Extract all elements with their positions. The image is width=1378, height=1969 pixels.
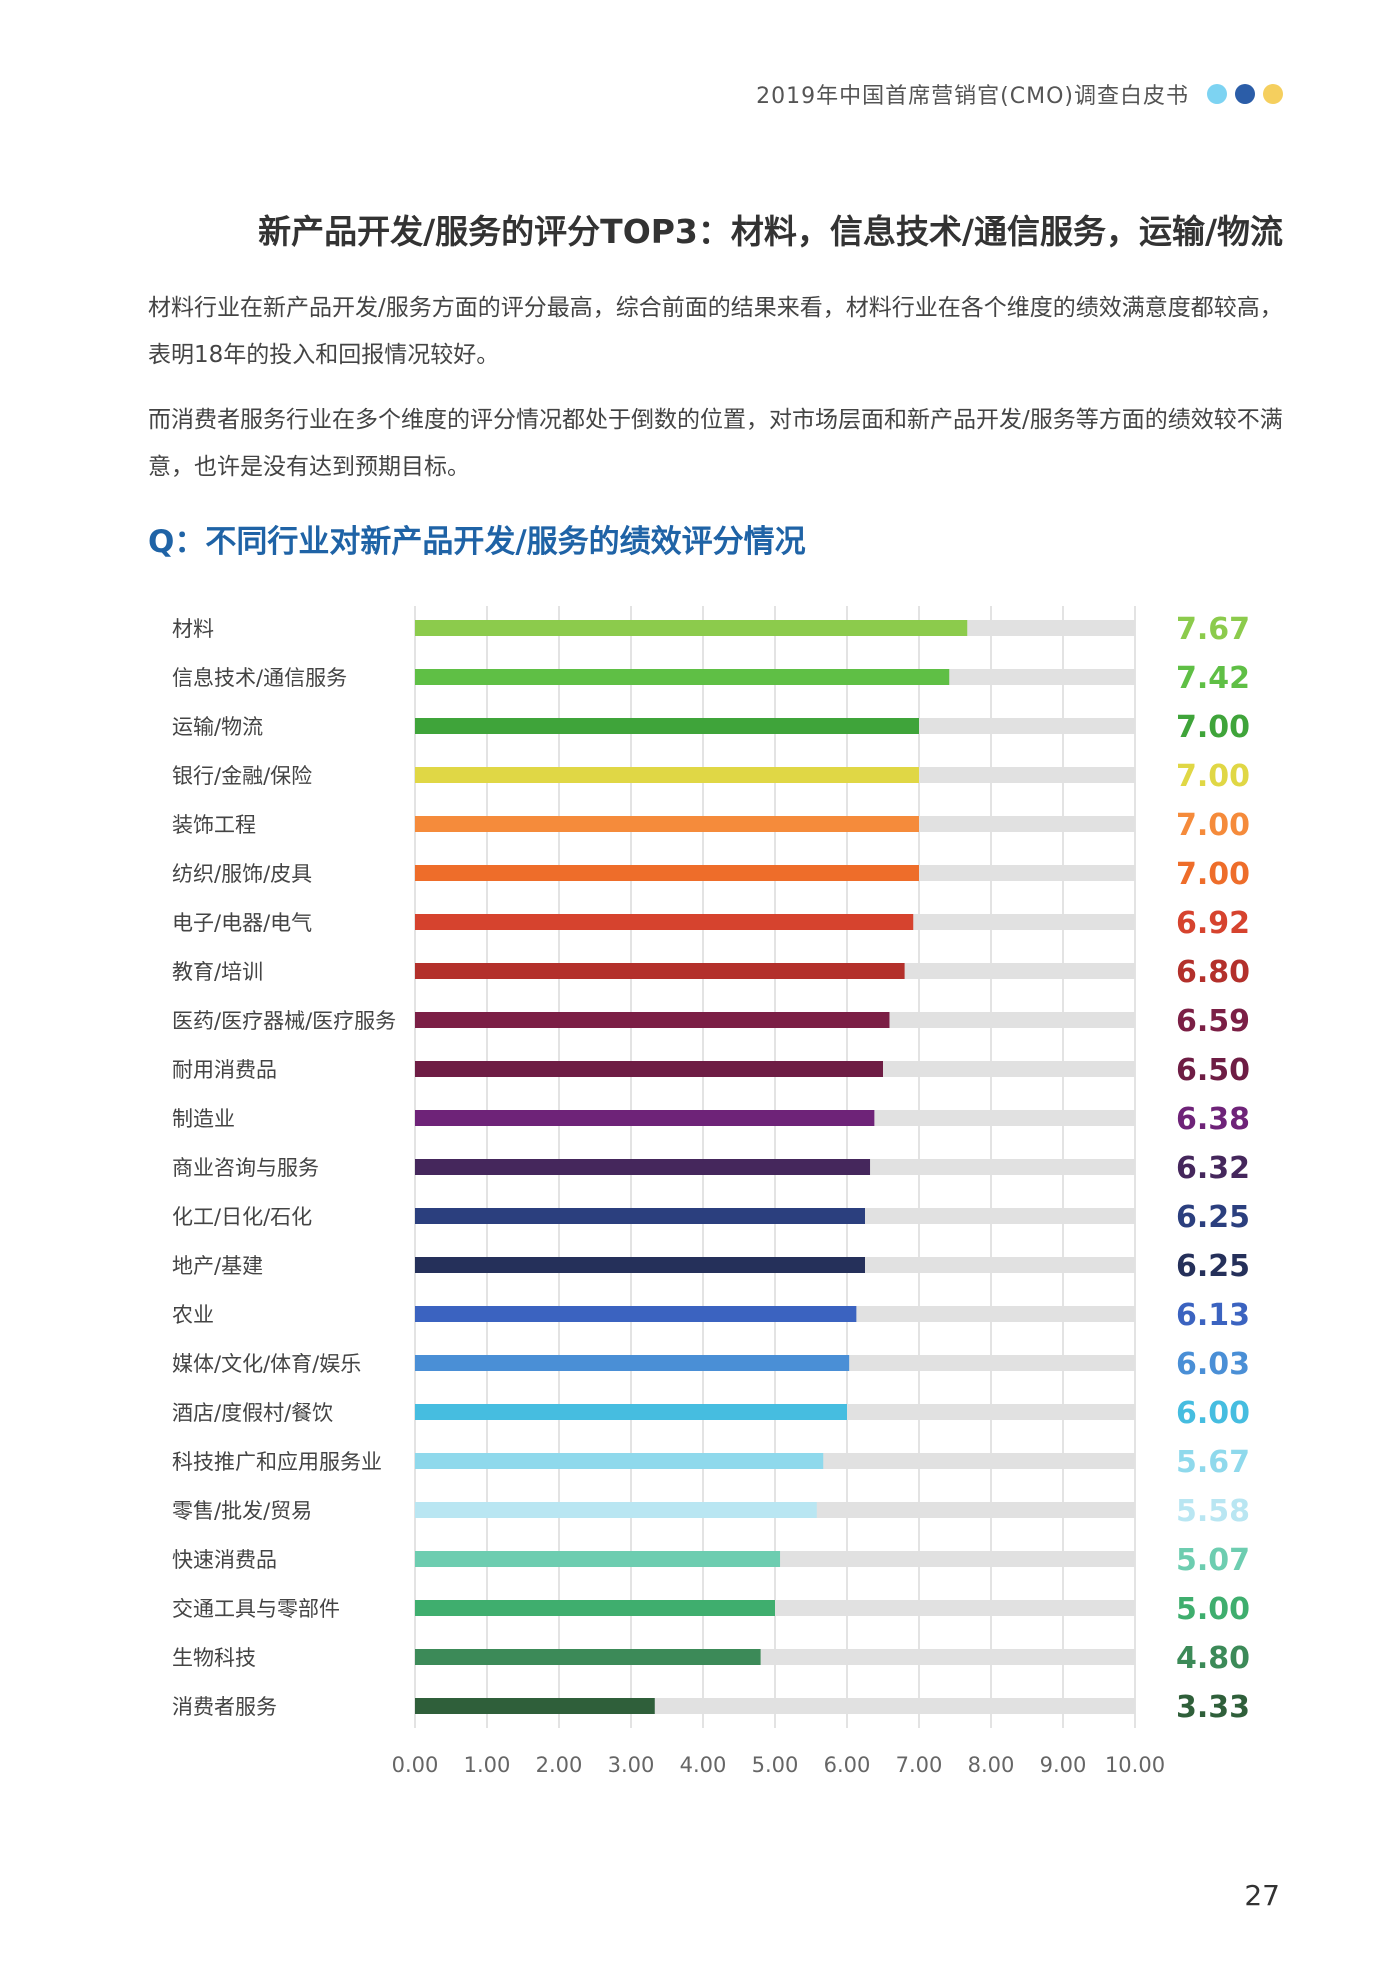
category-label: 信息技术/通信服务	[172, 666, 347, 690]
data-label: 7.00	[1176, 808, 1250, 843]
x-tick-label: 9.00	[1040, 1753, 1087, 1777]
data-label: 5.67	[1176, 1445, 1250, 1480]
data-label: 5.58	[1176, 1494, 1250, 1529]
bar	[415, 1404, 847, 1420]
category-label: 运输/物流	[172, 715, 263, 739]
bar	[415, 718, 919, 734]
data-label: 6.50	[1176, 1053, 1250, 1088]
x-tick-label: 6.00	[824, 1753, 871, 1777]
data-label: 7.42	[1176, 661, 1250, 696]
bar	[415, 620, 968, 636]
category-label: 医药/医疗器械/医疗服务	[172, 1009, 396, 1033]
dot-light-blue	[1207, 84, 1227, 104]
data-label: 6.03	[1176, 1347, 1250, 1382]
data-label: 6.00	[1176, 1396, 1250, 1431]
data-label: 7.67	[1176, 612, 1250, 647]
chart-question-title: Q：不同行业对新产品开发/服务的绩效评分情况	[148, 524, 806, 560]
x-tick-label: 7.00	[896, 1753, 943, 1777]
x-tick-label: 5.00	[752, 1753, 799, 1777]
decorative-dots	[1207, 84, 1283, 104]
data-label: 5.07	[1176, 1543, 1250, 1578]
data-label: 7.00	[1176, 857, 1250, 892]
data-label: 4.80	[1176, 1641, 1250, 1676]
category-label: 纺织/服饰/皮具	[172, 862, 312, 886]
category-label: 科技推广和应用服务业	[172, 1450, 382, 1474]
bar	[415, 767, 919, 783]
page-title: 新产品开发/服务的评分TOP3：材料，信息技术/通信服务，运输/物流	[258, 212, 1283, 251]
data-label: 6.25	[1176, 1200, 1250, 1235]
x-tick-label: 4.00	[680, 1753, 727, 1777]
bar	[415, 1551, 781, 1567]
category-label: 耐用消费品	[172, 1058, 277, 1082]
x-tick-label: 0.00	[392, 1753, 439, 1777]
bar	[415, 1012, 890, 1028]
category-label: 零售/批发/贸易	[172, 1499, 312, 1523]
bar	[415, 1257, 865, 1273]
paragraph-1: 材料行业在新产品开发/服务方面的评分最高，综合前面的结果来看，材料行业在各个维度…	[148, 295, 1283, 368]
x-tick-label: 1.00	[464, 1753, 511, 1777]
x-tick-label: 2.00	[536, 1753, 583, 1777]
category-label: 银行/金融/保险	[172, 764, 312, 788]
category-label: 电子/电器/电气	[172, 911, 312, 935]
data-label: 7.00	[1176, 710, 1250, 745]
bar	[415, 669, 950, 685]
bar	[415, 1502, 817, 1518]
data-label: 6.92	[1176, 906, 1250, 941]
category-label: 快速消费品	[172, 1548, 277, 1572]
bar	[415, 1061, 883, 1077]
category-label: 媒体/文化/体育/娱乐	[172, 1352, 361, 1376]
data-label: 6.80	[1176, 955, 1250, 990]
data-label: 7.00	[1176, 759, 1250, 794]
category-label: 装饰工程	[172, 813, 256, 837]
x-tick-label: 3.00	[608, 1753, 655, 1777]
bar	[415, 1306, 857, 1322]
category-label: 地产/基建	[172, 1254, 263, 1278]
bar	[415, 1355, 850, 1371]
bar	[415, 1698, 655, 1714]
bar	[415, 1453, 824, 1469]
bar	[415, 914, 914, 930]
data-label: 3.33	[1176, 1690, 1250, 1725]
bar	[415, 963, 905, 979]
bar	[415, 816, 919, 832]
data-label: 6.59	[1176, 1004, 1250, 1039]
category-label: 材料	[172, 617, 214, 641]
category-label: 交通工具与零部件	[172, 1597, 340, 1621]
paragraph-2: 而消费者服务行业在多个维度的评分情况都处于倒数的位置，对市场层面和新产品开发/服…	[148, 407, 1283, 480]
category-label: 农业	[172, 1303, 214, 1327]
x-tick-label: 10.00	[1105, 1753, 1165, 1777]
bar	[415, 1110, 875, 1126]
data-label: 6.32	[1176, 1151, 1250, 1186]
category-label: 化工/日化/石化	[172, 1205, 312, 1229]
bar	[415, 1649, 761, 1665]
data-label: 6.25	[1176, 1249, 1250, 1284]
category-label: 生物科技	[172, 1646, 256, 1670]
dot-yellow	[1263, 84, 1283, 104]
dot-dark-blue	[1235, 84, 1255, 104]
page-header: 2019年中国首席营销官(CMO)调查白皮书	[756, 78, 1283, 110]
data-label: 6.13	[1176, 1298, 1250, 1333]
category-label: 制造业	[172, 1107, 235, 1131]
bar	[415, 1600, 775, 1616]
category-label: 消费者服务	[172, 1695, 277, 1719]
category-label: 商业咨询与服务	[172, 1156, 319, 1180]
bar	[415, 865, 919, 881]
category-label: 酒店/度假村/餐饮	[172, 1401, 333, 1425]
data-label: 6.38	[1176, 1102, 1250, 1137]
bar	[415, 1208, 865, 1224]
page-number: 27	[1244, 1879, 1280, 1912]
data-label: 5.00	[1176, 1592, 1250, 1627]
bar	[415, 1159, 871, 1175]
x-tick-label: 8.00	[968, 1753, 1015, 1777]
category-label: 教育/培训	[172, 960, 263, 984]
report-title: 2019年中国首席营销官(CMO)调查白皮书	[756, 84, 1189, 109]
